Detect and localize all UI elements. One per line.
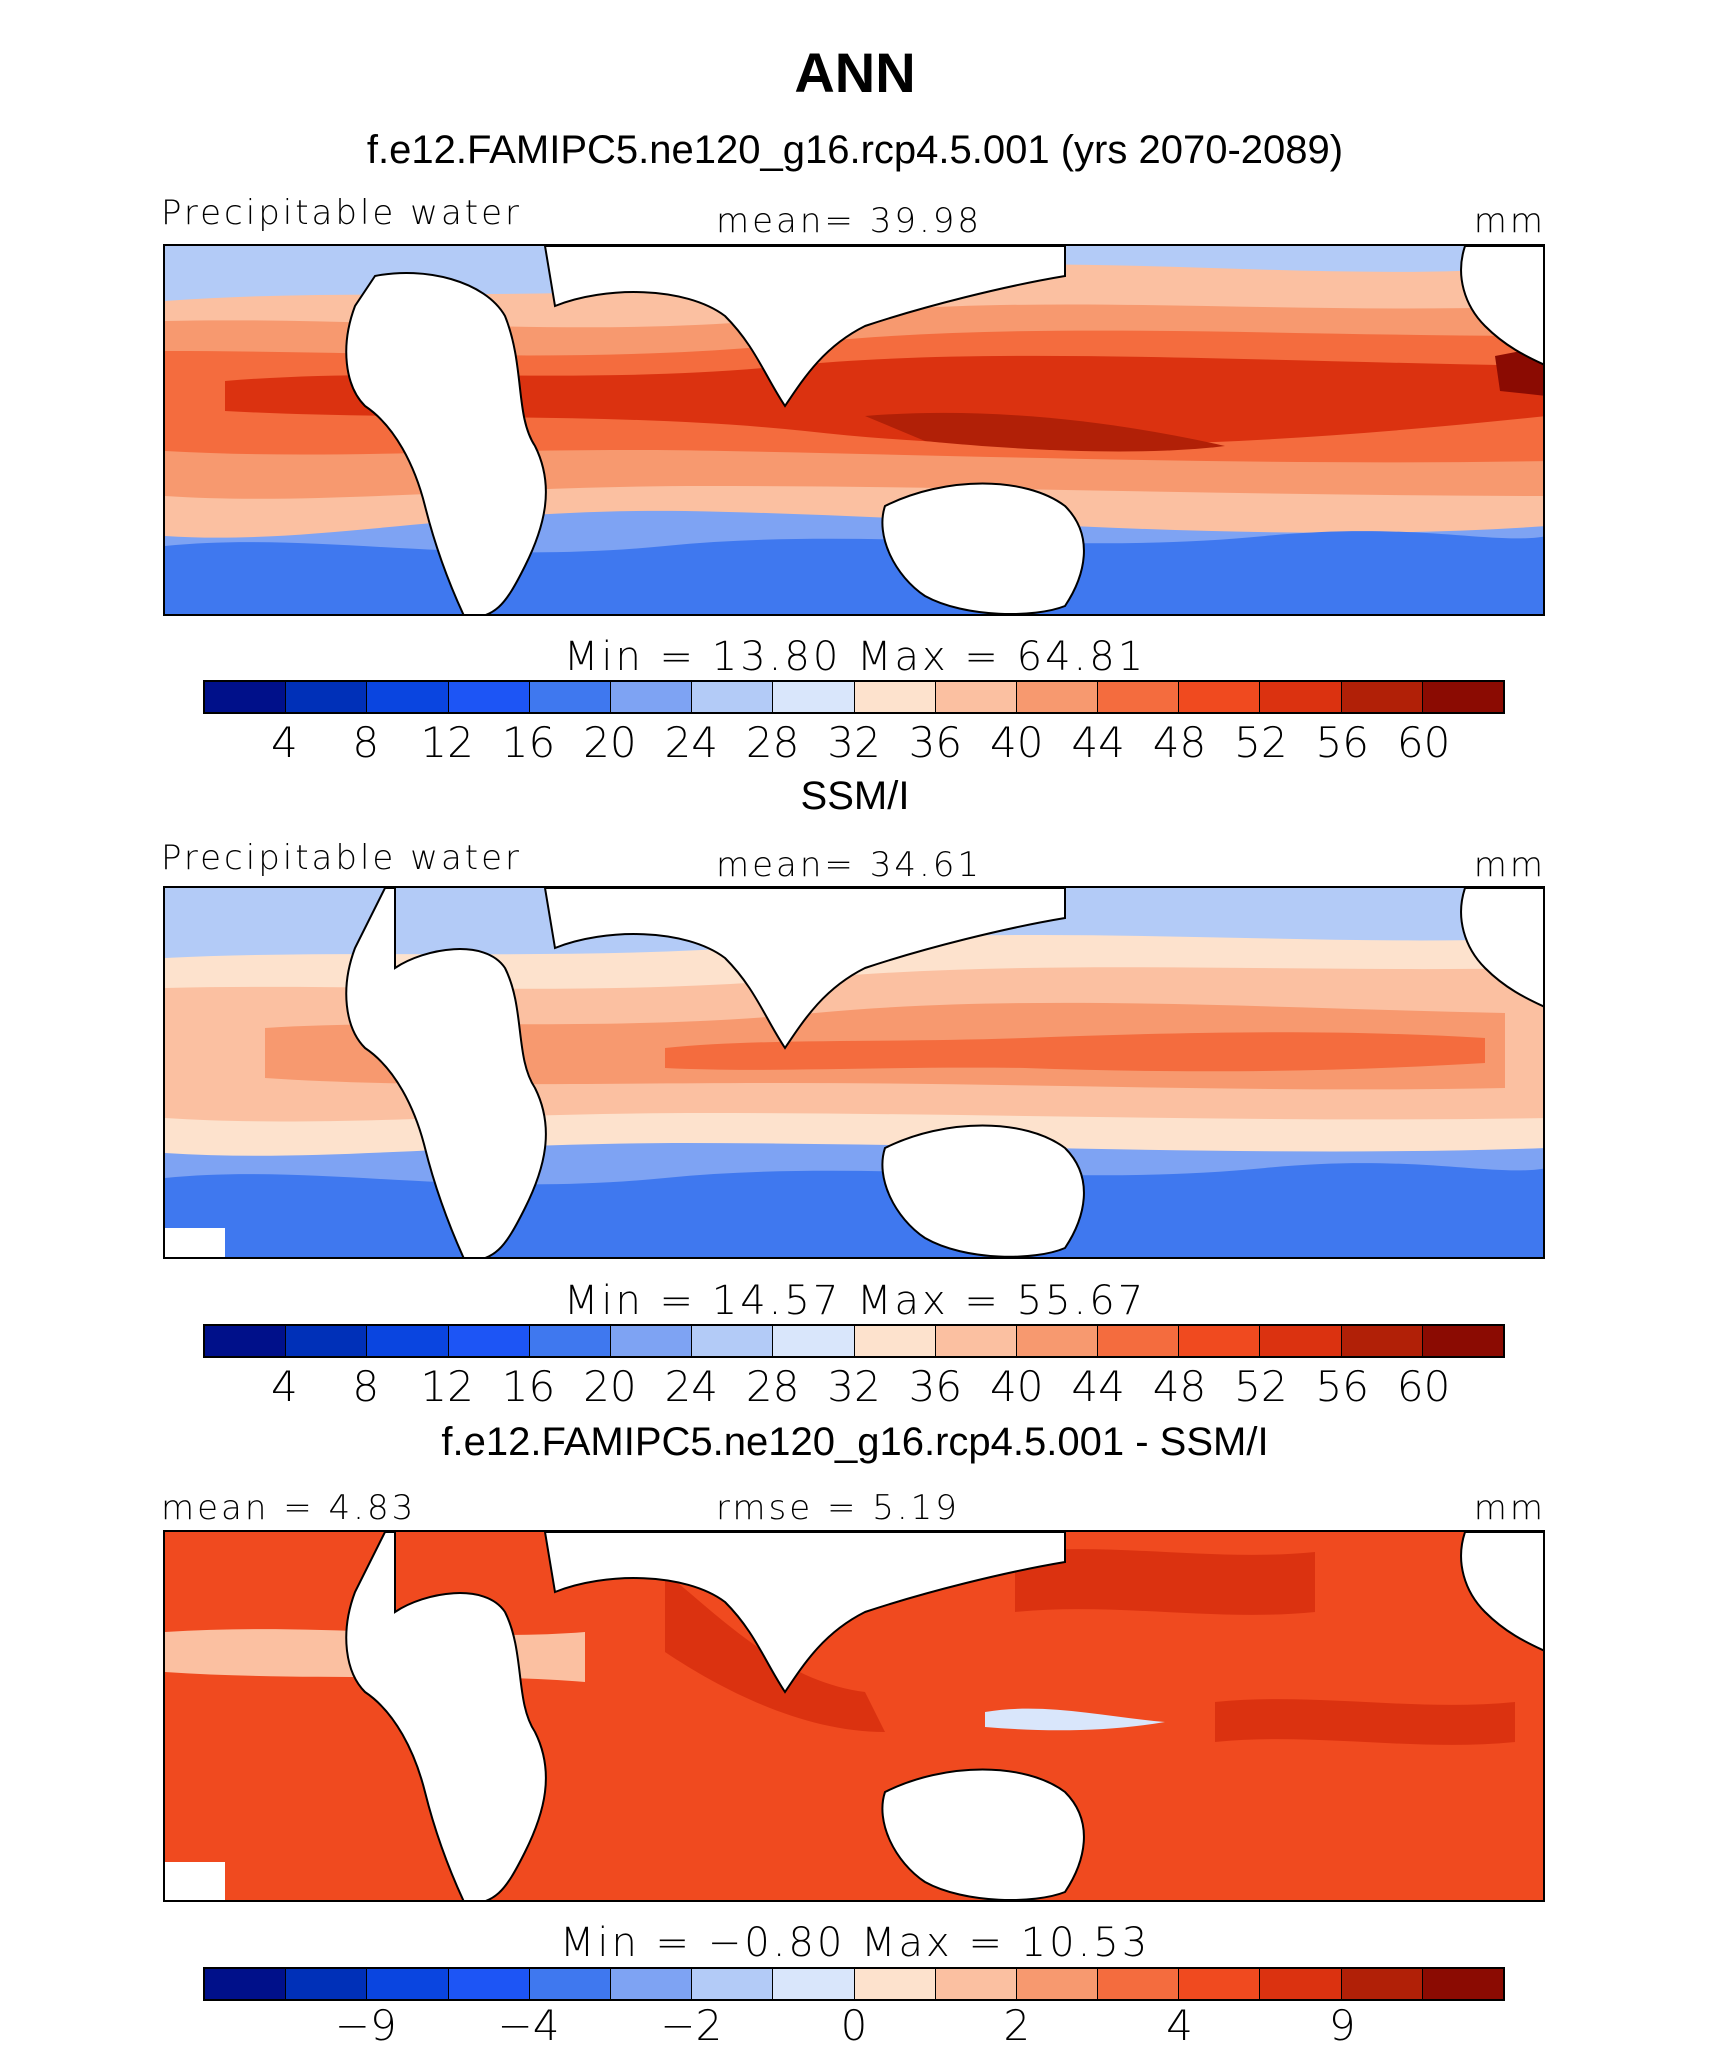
panel-2-colorbar xyxy=(203,1324,1505,1358)
figure-title: ANN xyxy=(794,41,916,104)
panel-3-map xyxy=(163,1530,1545,1902)
colorbar-tick-label: 44 xyxy=(1071,718,1125,767)
panel-3-colorbar-labels: −9 −4 −2 0 2 4 9 xyxy=(203,2001,1505,2051)
australia-landmass xyxy=(881,1124,1085,1257)
africa-landmass xyxy=(345,1532,547,1900)
difference-field-strong xyxy=(1015,1549,1315,1615)
panel-3-units-label: mm xyxy=(1473,1488,1546,1528)
panel-2-mean-label: mean= 34.61 xyxy=(716,845,983,885)
colorbar-tick-label: 20 xyxy=(583,718,637,767)
colorbar-tick-label: 48 xyxy=(1152,1362,1207,1411)
panel-3-title: f.e12.FAMIPC5.ne120_g16.rcp4.5.001 - SSM… xyxy=(441,1420,1269,1464)
africa-landmass xyxy=(345,272,547,614)
colorbar-tick-label: 32 xyxy=(827,718,881,767)
ocean-field-warm-core xyxy=(665,1032,1485,1072)
colorbar-tick-label: 60 xyxy=(1396,1362,1451,1411)
colorbar-tick-label: 28 xyxy=(745,1362,800,1411)
panel-1-colorbar xyxy=(203,680,1505,714)
panel-3-minmax: Min = −0.80 Max = 10.53 xyxy=(559,1920,1151,1966)
colorbar-tick-label: 44 xyxy=(1071,1362,1125,1411)
eurasia-landmass xyxy=(543,888,1066,1050)
panel-2-colorbar-labels: 4 8 12 16 20 24 28 32 36 40 44 48 52 56 … xyxy=(203,1362,1505,1412)
colorbar-tick-label: 0 xyxy=(840,2001,868,2050)
missing-data-region xyxy=(165,1862,225,1900)
colorbar-tick-label: 48 xyxy=(1152,718,1207,767)
colorbar-tick-label: 12 xyxy=(420,1362,474,1411)
ocean-field-warm-max xyxy=(865,412,1225,452)
colorbar-tick-label: 56 xyxy=(1315,718,1369,767)
panel-1-colorbar-labels: 4 8 12 16 20 24 28 32 36 40 44 48 52 56 … xyxy=(203,718,1505,768)
colorbar-tick-label: 2 xyxy=(1003,2001,1031,2050)
colorbar-tick-label: 40 xyxy=(990,1362,1044,1411)
colorbar-tick-label: 40 xyxy=(990,718,1044,767)
americas-landmass xyxy=(1460,246,1543,366)
panel-1-variable-label: Precipitable water xyxy=(161,193,523,233)
colorbar-tick-label: 60 xyxy=(1396,718,1451,767)
panel-3-colorbar xyxy=(203,1967,1505,2001)
colorbar-tick-label: 28 xyxy=(745,718,800,767)
colorbar-tick-label: 16 xyxy=(501,1362,556,1411)
colorbar-tick-label: 56 xyxy=(1315,1362,1369,1411)
difference-field-strong xyxy=(1215,1699,1515,1745)
panel-2-map xyxy=(163,886,1545,1259)
panel-2-variable-label: Precipitable water xyxy=(161,838,523,878)
panel-1-minmax: Min = 13.80 Max = 64.81 xyxy=(563,634,1147,680)
colorbar-tick-label: 12 xyxy=(420,718,474,767)
colorbar-tick-label: 52 xyxy=(1234,1362,1288,1411)
difference-field-negative xyxy=(985,1708,1165,1731)
colorbar-tick-label: 24 xyxy=(664,1362,718,1411)
panel-2-minmax: Min = 14.57 Max = 55.67 xyxy=(563,1278,1147,1324)
colorbar-tick-label: 8 xyxy=(352,1362,380,1411)
colorbar-tick-label: 24 xyxy=(664,718,718,767)
colorbar-tick-label: −4 xyxy=(497,2001,560,2050)
eurasia-landmass xyxy=(543,1532,1066,1694)
australia-landmass xyxy=(881,482,1085,614)
panel-1-map xyxy=(163,244,1545,616)
panel-3-rmse-label: rmse = 5.19 xyxy=(716,1488,960,1528)
panel-2-units-label: mm xyxy=(1473,845,1546,885)
colorbar-tick-label: 8 xyxy=(352,718,380,767)
panel-1-title: f.e12.FAMIPC5.ne120_g16.rcp4.5.001 (yrs … xyxy=(366,128,1344,172)
colorbar-tick-label: 20 xyxy=(583,1362,637,1411)
eurasia-landmass xyxy=(543,246,1066,408)
ocean-field-warm-core xyxy=(225,355,1543,446)
australia-landmass xyxy=(881,1768,1085,1900)
panel-1-units-label: mm xyxy=(1473,201,1546,241)
colorbar-tick-label: 4 xyxy=(271,718,298,767)
colorbar-tick-label: 9 xyxy=(1328,2001,1356,2050)
panel-1-mean-label: mean= 39.98 xyxy=(716,201,983,241)
colorbar-tick-label: 52 xyxy=(1234,718,1288,767)
americas-landmass xyxy=(1460,1532,1543,1652)
africa-landmass xyxy=(345,888,547,1257)
difference-field-strong xyxy=(665,1572,885,1732)
colorbar-tick-label: 4 xyxy=(271,1362,298,1411)
colorbar-tick-label: 4 xyxy=(1166,2001,1193,2050)
colorbar-tick-label: 32 xyxy=(827,1362,881,1411)
missing-data-region xyxy=(165,1228,225,1257)
panel-3-mean-label: mean = 4.83 xyxy=(161,1488,417,1528)
colorbar-tick-label: 36 xyxy=(908,718,963,767)
panel-2-title: SSM/I xyxy=(800,774,910,818)
colorbar-tick-label: −2 xyxy=(660,2001,723,2050)
colorbar-tick-label: 36 xyxy=(908,1362,963,1411)
colorbar-tick-label: 16 xyxy=(501,718,556,767)
colorbar-tick-label: −9 xyxy=(334,2001,397,2050)
americas-landmass xyxy=(1460,888,1543,1008)
